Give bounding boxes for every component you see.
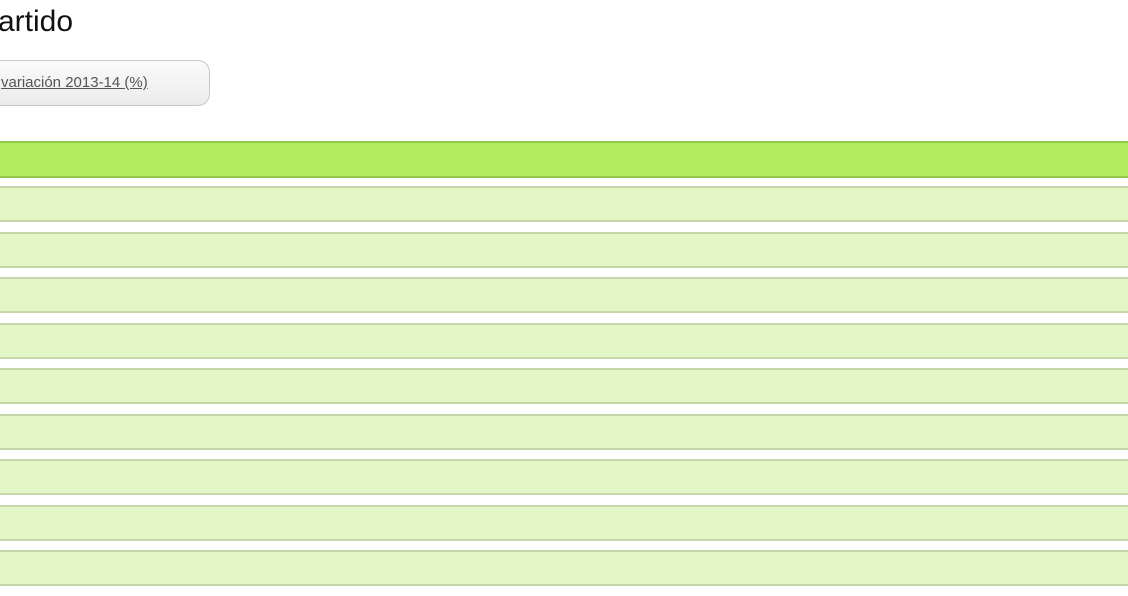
- table-row[interactable]: [0, 322, 1128, 359]
- table-row[interactable]: [0, 459, 1128, 495]
- table-row[interactable]: [0, 231, 1128, 268]
- sort-variation-link[interactable]: variación 2013-14 (%): [1, 74, 148, 91]
- page-title: artido: [0, 5, 74, 38]
- table-row[interactable]: [0, 504, 1128, 541]
- sort-variation-button[interactable]: variación 2013-14 (%): [0, 60, 210, 106]
- table-row[interactable]: [0, 186, 1128, 222]
- table-body: [0, 186, 1128, 596]
- table-row[interactable]: [0, 368, 1128, 404]
- table-row[interactable]: [0, 277, 1128, 313]
- table-header: [0, 141, 1128, 178]
- table-row[interactable]: [0, 550, 1128, 586]
- table-row[interactable]: [0, 413, 1128, 450]
